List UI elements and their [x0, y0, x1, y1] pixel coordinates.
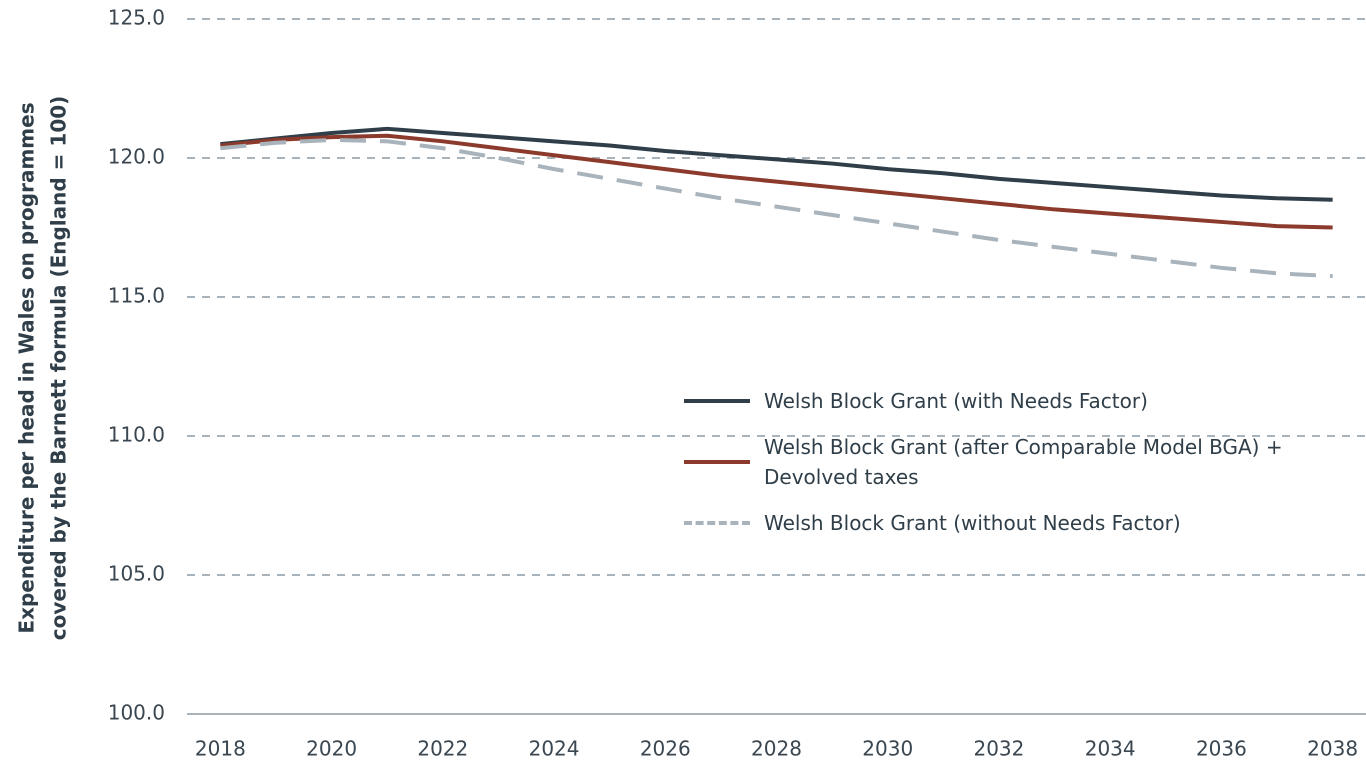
y-tick-label: 100.0 — [108, 701, 165, 725]
y-tick-label: 110.0 — [108, 423, 165, 447]
x-tick-label: 2024 — [529, 737, 580, 761]
legend-item: Welsh Block Grant (with Needs Factor) — [684, 386, 1304, 416]
y-tick-label: 125.0 — [108, 6, 165, 30]
x-tick-label: 2032 — [973, 737, 1024, 761]
legend-label: Welsh Block Grant (after Comparable Mode… — [764, 435, 1283, 489]
legend-swatch — [684, 399, 750, 403]
x-tick-label: 2030 — [862, 737, 913, 761]
y-tick-label: 105.0 — [108, 562, 165, 586]
y-tick-label: 115.0 — [108, 284, 165, 308]
x-tick-label: 2026 — [640, 737, 691, 761]
x-tick-label: 2022 — [417, 737, 468, 761]
x-tick-label: 2036 — [1196, 737, 1247, 761]
series-line — [220, 137, 1333, 279]
y-tick-label: 120.0 — [108, 145, 165, 169]
legend: Welsh Block Grant (with Needs Factor) Wel… — [684, 386, 1304, 554]
x-tick-label: 2018 — [195, 737, 246, 761]
legend-label: Welsh Block Grant (with Needs Factor) — [764, 389, 1148, 413]
y-axis-label: covered by the Barnett formula (England … — [47, 96, 71, 641]
x-tick-label: 2034 — [1085, 737, 1136, 761]
legend-swatch — [684, 460, 750, 464]
legend-item: Welsh Block Grant (without Needs Factor) — [684, 508, 1304, 538]
legend-label: Welsh Block Grant (without Needs Factor) — [764, 511, 1181, 535]
series-line — [220, 126, 1333, 202]
legend-swatch — [684, 521, 750, 525]
x-tick-label: 2038 — [1307, 737, 1358, 761]
x-tick-label: 2028 — [751, 737, 802, 761]
x-tick-label: 2020 — [306, 737, 357, 761]
legend-item: Welsh Block Grant (after Comparable Mode… — [684, 432, 1304, 492]
y-axis-label: Expenditure per head in Wales on program… — [15, 102, 39, 633]
series-line — [220, 133, 1333, 230]
